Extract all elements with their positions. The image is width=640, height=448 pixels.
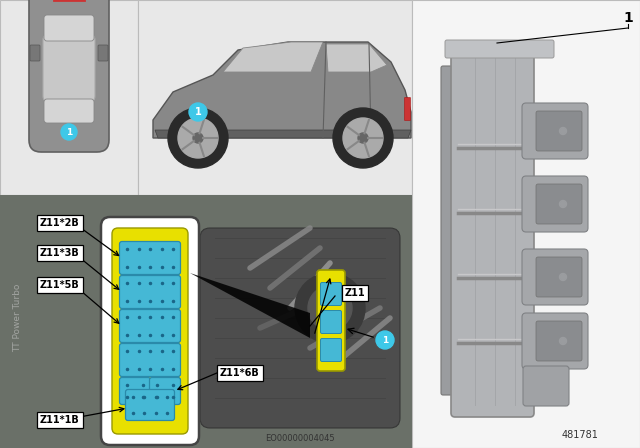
Circle shape: [168, 108, 228, 168]
Circle shape: [358, 133, 368, 143]
FancyBboxPatch shape: [522, 249, 588, 305]
FancyBboxPatch shape: [321, 283, 342, 306]
Bar: [138, 0, 412, 195]
FancyBboxPatch shape: [523, 366, 569, 406]
Bar: [412, 0, 640, 448]
Circle shape: [333, 108, 393, 168]
FancyBboxPatch shape: [536, 257, 582, 297]
Text: TT Power Turbo: TT Power Turbo: [13, 284, 22, 352]
FancyBboxPatch shape: [536, 184, 582, 224]
FancyBboxPatch shape: [522, 176, 588, 232]
Circle shape: [343, 118, 383, 158]
Circle shape: [61, 124, 77, 140]
Circle shape: [376, 331, 394, 349]
FancyBboxPatch shape: [120, 344, 180, 376]
FancyBboxPatch shape: [120, 276, 180, 309]
Bar: [0, 195, 412, 448]
Polygon shape: [223, 42, 323, 72]
Text: 1: 1: [195, 107, 202, 117]
Circle shape: [318, 296, 342, 320]
Text: 1: 1: [623, 11, 633, 25]
FancyBboxPatch shape: [120, 241, 180, 275]
FancyBboxPatch shape: [43, 34, 95, 102]
FancyBboxPatch shape: [101, 217, 199, 445]
Circle shape: [559, 337, 566, 345]
FancyBboxPatch shape: [44, 99, 94, 123]
FancyBboxPatch shape: [30, 45, 40, 61]
Polygon shape: [190, 273, 310, 338]
Polygon shape: [326, 44, 387, 72]
Circle shape: [193, 133, 203, 143]
FancyBboxPatch shape: [321, 339, 342, 362]
FancyBboxPatch shape: [98, 45, 108, 61]
Circle shape: [178, 118, 218, 158]
FancyBboxPatch shape: [445, 40, 554, 58]
FancyBboxPatch shape: [112, 228, 188, 434]
Circle shape: [559, 273, 566, 280]
Bar: [0, 195, 412, 448]
Text: 481781: 481781: [561, 430, 598, 440]
FancyBboxPatch shape: [404, 98, 410, 121]
Circle shape: [295, 273, 365, 343]
Text: Z11*3B: Z11*3B: [40, 248, 80, 258]
Text: Z11*2B: Z11*2B: [40, 218, 80, 228]
Bar: [0, 0, 138, 195]
FancyBboxPatch shape: [536, 321, 582, 361]
FancyBboxPatch shape: [120, 310, 180, 343]
FancyBboxPatch shape: [125, 389, 175, 421]
FancyBboxPatch shape: [317, 270, 345, 371]
Polygon shape: [155, 130, 411, 138]
Text: 1: 1: [66, 128, 72, 137]
FancyBboxPatch shape: [451, 44, 534, 417]
FancyBboxPatch shape: [321, 310, 342, 333]
FancyBboxPatch shape: [200, 228, 400, 428]
FancyBboxPatch shape: [150, 378, 180, 405]
Circle shape: [559, 128, 566, 134]
Circle shape: [559, 201, 566, 207]
Text: Z11*6B: Z11*6B: [220, 368, 260, 378]
FancyBboxPatch shape: [522, 313, 588, 369]
Polygon shape: [153, 42, 411, 138]
Text: Z11*1B: Z11*1B: [40, 415, 80, 425]
FancyBboxPatch shape: [536, 111, 582, 151]
Text: Z11*5B: Z11*5B: [40, 280, 80, 290]
Circle shape: [189, 103, 207, 121]
FancyBboxPatch shape: [441, 66, 459, 395]
FancyBboxPatch shape: [120, 378, 150, 405]
Circle shape: [308, 286, 352, 330]
FancyBboxPatch shape: [522, 103, 588, 159]
Text: 1: 1: [382, 336, 388, 345]
FancyBboxPatch shape: [44, 15, 94, 41]
Text: Z11: Z11: [345, 288, 365, 298]
Text: EO00000004045: EO00000004045: [265, 434, 335, 443]
FancyBboxPatch shape: [29, 0, 109, 152]
